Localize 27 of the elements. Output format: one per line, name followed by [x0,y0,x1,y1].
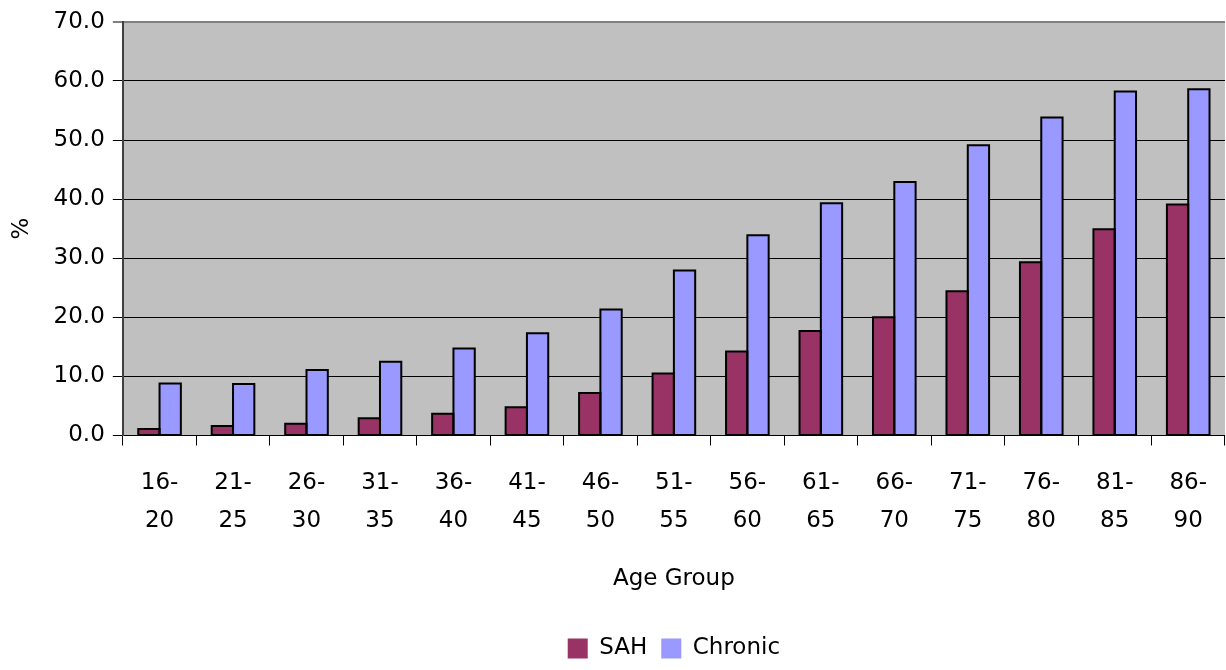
x-tick-label: 56-60 [728,468,767,533]
legend-label: Chronic [692,633,781,660]
x-tick-label: 76-80 [1022,468,1061,533]
y-tick-label: 10.0 [53,361,105,388]
x-tick-label: 86-90 [1169,468,1208,533]
y-tick-label: 0.0 [68,420,105,447]
y-tick-label: 50.0 [53,124,105,151]
x-tick-label: 61-65 [802,468,840,533]
y-tick-label: 40.0 [53,184,105,211]
x-tick-label: 36-40 [434,468,473,533]
x-tick-label: 46-50 [581,468,620,533]
y-tick-label: 60.0 [53,65,105,92]
x-tick-label: 71-75 [949,468,987,533]
x-tick-label: 16-20 [140,468,179,533]
y-tick-label: 20.0 [53,302,105,329]
y-tick-label: 30.0 [53,243,105,270]
x-tick-label: 31-35 [361,468,399,533]
x-axis-title: Age Group [612,564,735,591]
x-tick-label: 66-70 [875,468,914,533]
x-tick-label: 81-85 [1095,468,1134,533]
y-tick-label: 70.0 [53,6,105,33]
legend-label: SAH [599,633,648,660]
x-tick-label: 21-25 [214,468,252,533]
x-tick-label: 41-45 [508,468,546,533]
x-tick-label: 51-55 [655,468,693,533]
y-axis-title: % [6,217,33,240]
x-tick-label: 26-30 [287,468,326,533]
